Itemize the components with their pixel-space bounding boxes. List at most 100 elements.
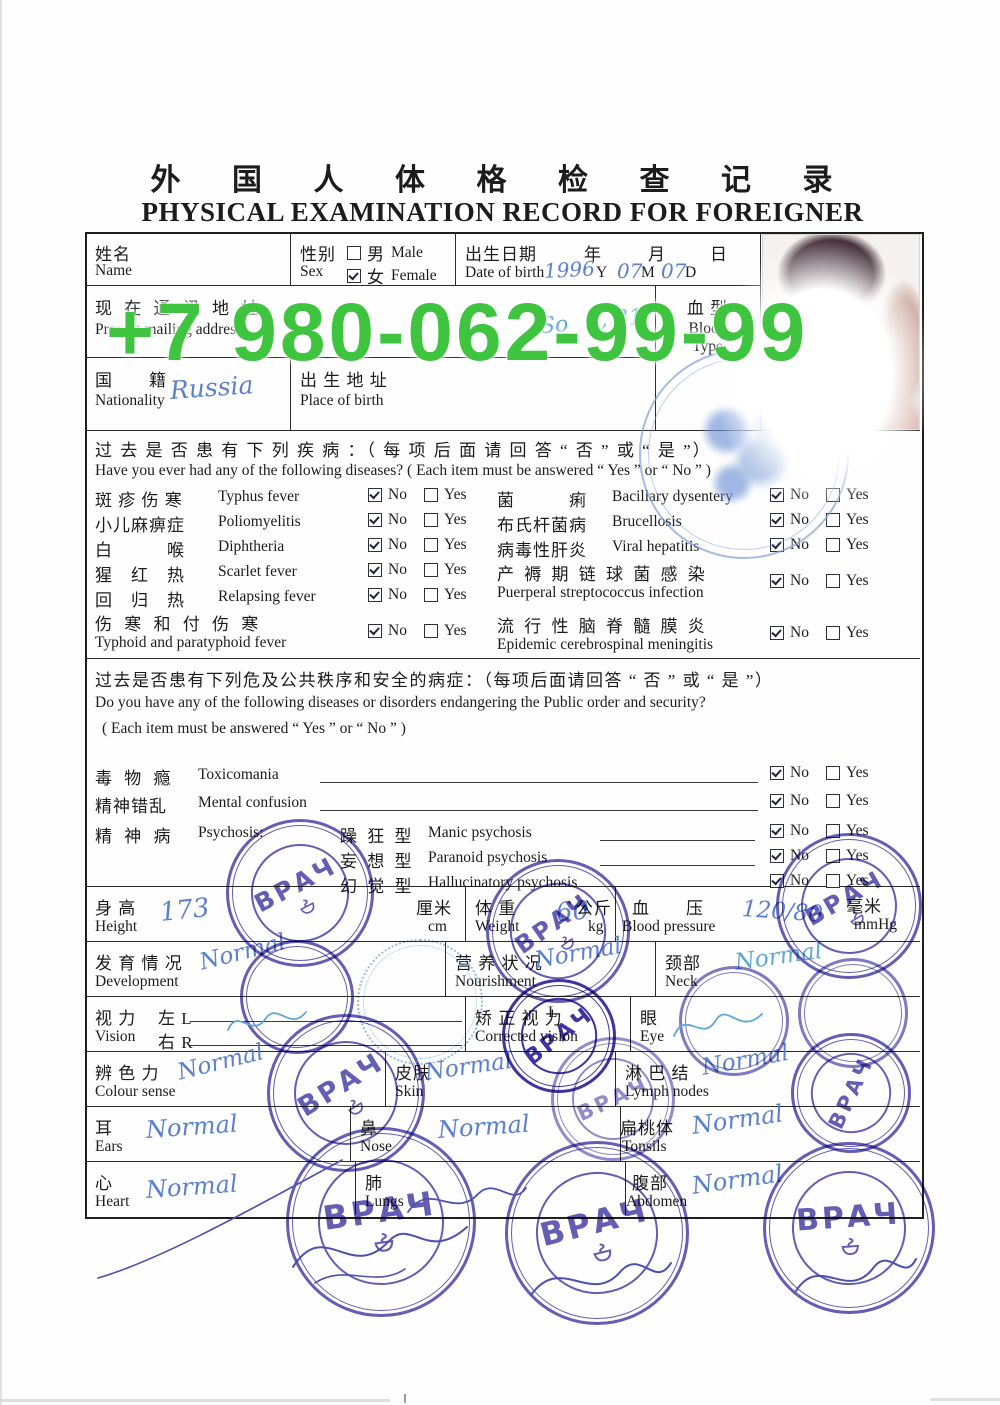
no-checkbox[interactable] <box>770 849 784 863</box>
yes-checkbox[interactable] <box>826 766 840 780</box>
yes-label: Yes <box>846 511 869 528</box>
development-label-en: Development <box>95 973 179 990</box>
face-redaction-blob <box>712 238 934 508</box>
signature-scribble <box>795 1258 917 1292</box>
answer-line[interactable] <box>600 865 755 866</box>
dob-year-value: 1996 <box>543 256 596 283</box>
form-title-en: PHYSICAL EXAMINATION RECORD FOR FOREIGNE… <box>141 197 864 227</box>
disease-name-zh: 白 喉 <box>95 541 185 560</box>
ears-label-zh: 耳 <box>95 1119 113 1138</box>
answer-line[interactable] <box>320 782 758 783</box>
no-label: No <box>790 572 809 589</box>
no-checkbox[interactable] <box>368 588 382 602</box>
watermark-phone: +7 980-062-99-99 <box>106 287 809 378</box>
height-value: 173 <box>158 892 211 928</box>
yes-checkbox[interactable] <box>424 588 438 602</box>
no-checkbox[interactable] <box>368 538 382 552</box>
female-checkbox[interactable] <box>347 268 361 283</box>
disease-name-en: Epidemic cerebrospinal meningitis <box>497 636 714 653</box>
name-label-zh: 姓名 <box>95 245 131 264</box>
no-checkbox[interactable] <box>368 563 382 577</box>
scan-edge <box>930 1398 1000 1401</box>
round-stamp-dotted <box>357 939 483 1065</box>
no-label: No <box>388 486 407 503</box>
no-checkbox[interactable] <box>770 574 784 588</box>
toxicomania-label-zh: 毒 物 瘾 <box>95 769 175 788</box>
bowl-of-hygieia-icon <box>300 899 315 914</box>
public-order-header-zh: 过去是否患有下列危及公共秩序和安全的病症：（每项后面请回答 “ 否 ” 或 “ … <box>95 671 774 690</box>
yes-checkbox[interactable] <box>424 624 438 638</box>
pen-scribble <box>97 1159 343 1279</box>
eye-label-zh: 眼 <box>640 1009 658 1028</box>
vrach-stamp: ВРАЧ <box>286 1127 476 1317</box>
disease-name-zh: 小儿麻痹症 <box>95 516 185 535</box>
disease-name-en: Typhus fever <box>218 488 300 505</box>
pen-scribble <box>227 1011 307 1031</box>
disease-name-zh: 斑 疹 伤 寒 <box>95 491 183 510</box>
height-unit-en: cm <box>428 918 447 935</box>
dob-month-value: 07 <box>617 259 643 283</box>
bowl-of-hygieia-icon <box>592 1243 611 1261</box>
yes-checkbox[interactable] <box>424 488 438 502</box>
scan-edge <box>0 0 2 1405</box>
vision-left-label: 左 L <box>158 1009 193 1028</box>
vrach-stamp: ВРАЧ <box>505 1141 689 1325</box>
colour-sense-label-en: Colour sense <box>95 1083 176 1100</box>
mental-confusion-label-en: Mental confusion <box>198 794 307 811</box>
no-label: No <box>388 536 407 553</box>
answer-line[interactable] <box>600 840 755 841</box>
yes-checkbox[interactable] <box>826 513 840 527</box>
disease-name-zh: 布氏杆菌病 <box>497 516 587 535</box>
form-border <box>85 232 924 1219</box>
yes-checkbox[interactable] <box>826 794 840 808</box>
disease-name-en: Diphtheria <box>218 538 285 555</box>
public-order-header-en: ( Each item must be answered “ Yes ” or … <box>102 720 406 737</box>
yes-checkbox[interactable] <box>826 538 840 552</box>
no-checkbox[interactable] <box>770 626 784 640</box>
no-checkbox[interactable] <box>368 488 382 502</box>
yes-checkbox[interactable] <box>826 626 840 640</box>
pen-scribble <box>673 1013 763 1037</box>
no-checkbox[interactable] <box>770 794 784 808</box>
mental-confusion-label-zh: 精神错乱 <box>95 797 167 816</box>
female-label-en: Female <box>391 266 437 284</box>
signature-scribble <box>292 1226 468 1284</box>
scan-edge <box>0 1399 390 1402</box>
answer-line[interactable] <box>320 810 758 811</box>
pen-scribble <box>407 1187 527 1213</box>
signature-scribble <box>530 1262 672 1296</box>
no-checkbox[interactable] <box>770 824 784 838</box>
no-label: No <box>388 586 407 603</box>
paranoid-label-en: Paranoid psychosis <box>428 849 548 866</box>
blood-pressure-label-en: Blood pressure <box>622 918 716 935</box>
yes-checkbox[interactable] <box>424 538 438 552</box>
bowl-of-hygieia-icon <box>374 1232 394 1252</box>
psychosis-label-en: Psychosis: <box>198 824 264 841</box>
no-checkbox[interactable] <box>368 624 382 638</box>
development-label-zh: 发 育 情 况 <box>95 954 183 973</box>
yes-label: Yes <box>444 486 467 503</box>
no-label: No <box>388 561 407 578</box>
yes-label: Yes <box>444 586 467 603</box>
yes-checkbox[interactable] <box>424 563 438 577</box>
yes-label: Yes <box>846 792 869 809</box>
yes-checkbox[interactable] <box>424 513 438 527</box>
vrach-stamp-text: ВРАЧ <box>509 887 597 960</box>
sex-label-zh: 性别 <box>300 245 336 264</box>
no-checkbox[interactable] <box>770 766 784 780</box>
disease-name-zh: 猩 红 热 <box>95 566 185 585</box>
nationality-label-en: Nationality <box>95 392 165 409</box>
disease-name-zh: 伤 寒 和 付 伤 寒 <box>95 615 263 634</box>
yes-label: Yes <box>444 561 467 578</box>
blood-pressure-label-zh: 血 压 <box>632 899 704 918</box>
vrach-stamp: ВРАЧ <box>791 1033 911 1153</box>
eye-label-en: Eye <box>640 1028 665 1045</box>
public-order-header-en: Do you have any of the following disease… <box>95 694 706 711</box>
bowl-of-hygieia-icon <box>560 936 574 950</box>
male-checkbox[interactable] <box>347 245 361 260</box>
height-label-zh: 身 高 <box>95 899 137 918</box>
nationality-label-zh: 国 籍 <box>95 371 167 390</box>
yes-checkbox[interactable] <box>826 574 840 588</box>
no-checkbox[interactable] <box>368 513 382 527</box>
birthplace-label-zh: 出 生 地 址 <box>300 371 388 390</box>
